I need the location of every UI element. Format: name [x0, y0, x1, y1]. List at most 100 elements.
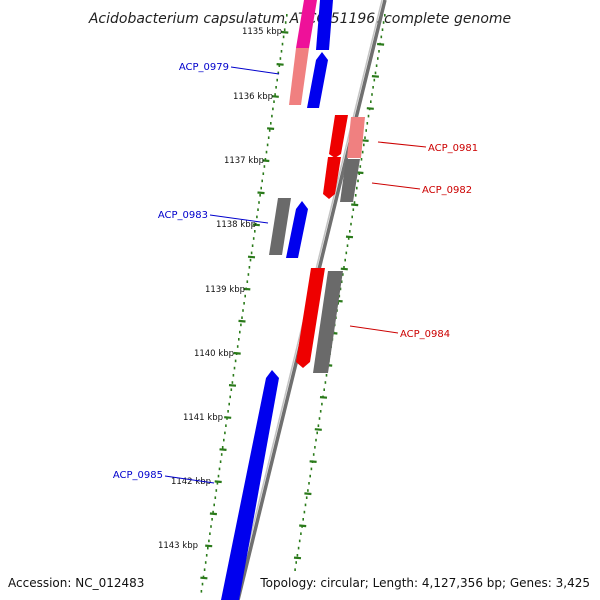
- gene-label-acp-0984[interactable]: ACP_0984: [400, 329, 450, 340]
- ruler-dot: [272, 107, 274, 111]
- ruler-dot: [252, 237, 255, 240]
- ruler-dot: [316, 431, 318, 435]
- gene-feature-acp-0983-cds[interactable]: [286, 201, 308, 258]
- ruler-dot: [319, 410, 322, 413]
- ruler-dot: [324, 381, 327, 384]
- ruler-tick: [314, 428, 322, 431]
- ruler-dot: [217, 474, 220, 478]
- gene-feature-acp-0985-cds[interactable]: [221, 370, 279, 600]
- ruler-dot: [308, 482, 310, 485]
- map-title: Acidobacterium capsulatum ATCC 51196, co…: [88, 11, 511, 27]
- gene-feature-forward-gene[interactable]: [296, 0, 317, 48]
- ruler-dot: [258, 201, 260, 204]
- ruler-dot: [286, 14, 288, 17]
- gene-feature-acp-0983-other[interactable]: [269, 198, 291, 255]
- ruler-dot: [227, 410, 229, 413]
- ruler-tick: [309, 460, 317, 463]
- ruler-dot: [210, 525, 212, 528]
- gene-label-acp-0985[interactable]: ACP_0985: [113, 470, 163, 481]
- ruler-dot: [242, 309, 244, 312]
- ruler-dot: [325, 374, 328, 377]
- ruler-tick: [219, 448, 227, 451]
- gene-label-acp-0982[interactable]: ACP_0982: [422, 185, 472, 196]
- gene-label-acp-0983[interactable]: ACP_0983: [158, 210, 208, 221]
- ruler-dot: [215, 489, 218, 492]
- tick-label: 1143 kbp: [158, 541, 198, 551]
- gene-feature-acp-0979-gene[interactable]: [289, 48, 309, 105]
- ruler-dot: [266, 143, 269, 147]
- ruler-dot: [238, 338, 240, 341]
- gene-feature-acp-0984-cds[interactable]: [296, 268, 325, 368]
- ruler-tick: [247, 255, 256, 259]
- ruler-dot: [230, 388, 233, 391]
- leader-acp-0979: [230, 66, 280, 75]
- ruler-dot: [366, 122, 369, 125]
- ruler-dot: [283, 28, 286, 31]
- gene-feature-acp-0982-other[interactable]: [340, 159, 360, 202]
- ruler-dot: [221, 446, 224, 449]
- ruler-dot: [276, 78, 278, 82]
- ruler-dot: [268, 129, 271, 132]
- ruler-dot: [236, 345, 239, 348]
- ruler-dot: [312, 453, 315, 456]
- ruler-dot: [375, 64, 378, 67]
- ruler-tick: [293, 556, 302, 560]
- ruler-dot: [263, 165, 266, 168]
- ruler-tick: [345, 235, 354, 239]
- tick-label: 1142 kbp: [171, 477, 211, 487]
- gene-feature-acp-0981-gene[interactable]: [347, 117, 365, 158]
- gene-features: [221, 0, 365, 600]
- ruler-dot: [205, 554, 208, 557]
- ruler-dot: [212, 510, 214, 514]
- gene-feature-acp-0979-cds[interactable]: [307, 52, 328, 108]
- gene-label-leaders: [164, 66, 427, 484]
- ruler-dot: [281, 42, 284, 46]
- ruler-dot: [372, 86, 374, 89]
- ruler-dot: [302, 518, 304, 521]
- ruler-dot: [377, 57, 379, 60]
- ruler-dot: [347, 237, 350, 240]
- ruler-tick: [214, 480, 222, 484]
- ruler-dot: [223, 438, 225, 442]
- ruler-dot: [233, 366, 236, 370]
- ruler-dot: [365, 129, 367, 132]
- ruler-dot: [305, 496, 308, 499]
- ruler-dot: [259, 194, 261, 197]
- ruler-dot: [317, 424, 320, 427]
- ruler-tick: [351, 203, 359, 207]
- ruler-tick: [276, 63, 284, 66]
- ruler-dot: [346, 244, 349, 247]
- ruler-tick: [205, 544, 213, 548]
- ruler-tick: [209, 512, 217, 516]
- ruler-dot: [207, 546, 209, 550]
- gene-feature-acp-0981-cds[interactable]: [329, 115, 348, 158]
- ruler-dot: [274, 93, 276, 96]
- ruler-tick: [377, 42, 385, 46]
- ruler-dot: [373, 78, 376, 82]
- ruler-dot: [243, 302, 245, 305]
- tick-labels: 1135 kbp 1136 kbp 1137 kbp 1138 kbp 1139…: [158, 27, 282, 551]
- ruler-dot: [361, 150, 364, 154]
- tick-label: 1139 kbp: [205, 285, 245, 295]
- ruler-dot: [248, 266, 251, 269]
- gene-label-acp-0981[interactable]: ACP_0981: [428, 143, 478, 154]
- ruler-dot: [241, 316, 243, 319]
- gene-feature-acp-0982-cds[interactable]: [323, 157, 341, 199]
- ruler-dot: [350, 222, 352, 226]
- ruler-dot: [256, 215, 258, 219]
- leader-acp-0984: [349, 325, 399, 334]
- ruler-tick: [361, 139, 369, 142]
- ruler-dot: [352, 208, 355, 211]
- ruler-dot: [232, 374, 235, 377]
- gene-feature-acp-0984-other[interactable]: [313, 271, 343, 373]
- ruler-dot: [309, 474, 311, 478]
- gene-feature-forward-cds[interactable]: [316, 0, 333, 50]
- ruler-dot: [279, 57, 282, 60]
- ruler-dot: [344, 258, 346, 262]
- ruler-dot: [371, 93, 373, 96]
- ruler-dot: [321, 402, 323, 406]
- gene-label-acp-0979[interactable]: ACP_0979: [179, 62, 229, 73]
- tick-label: 1138 kbp: [216, 220, 256, 230]
- ruler-dot: [200, 590, 203, 593]
